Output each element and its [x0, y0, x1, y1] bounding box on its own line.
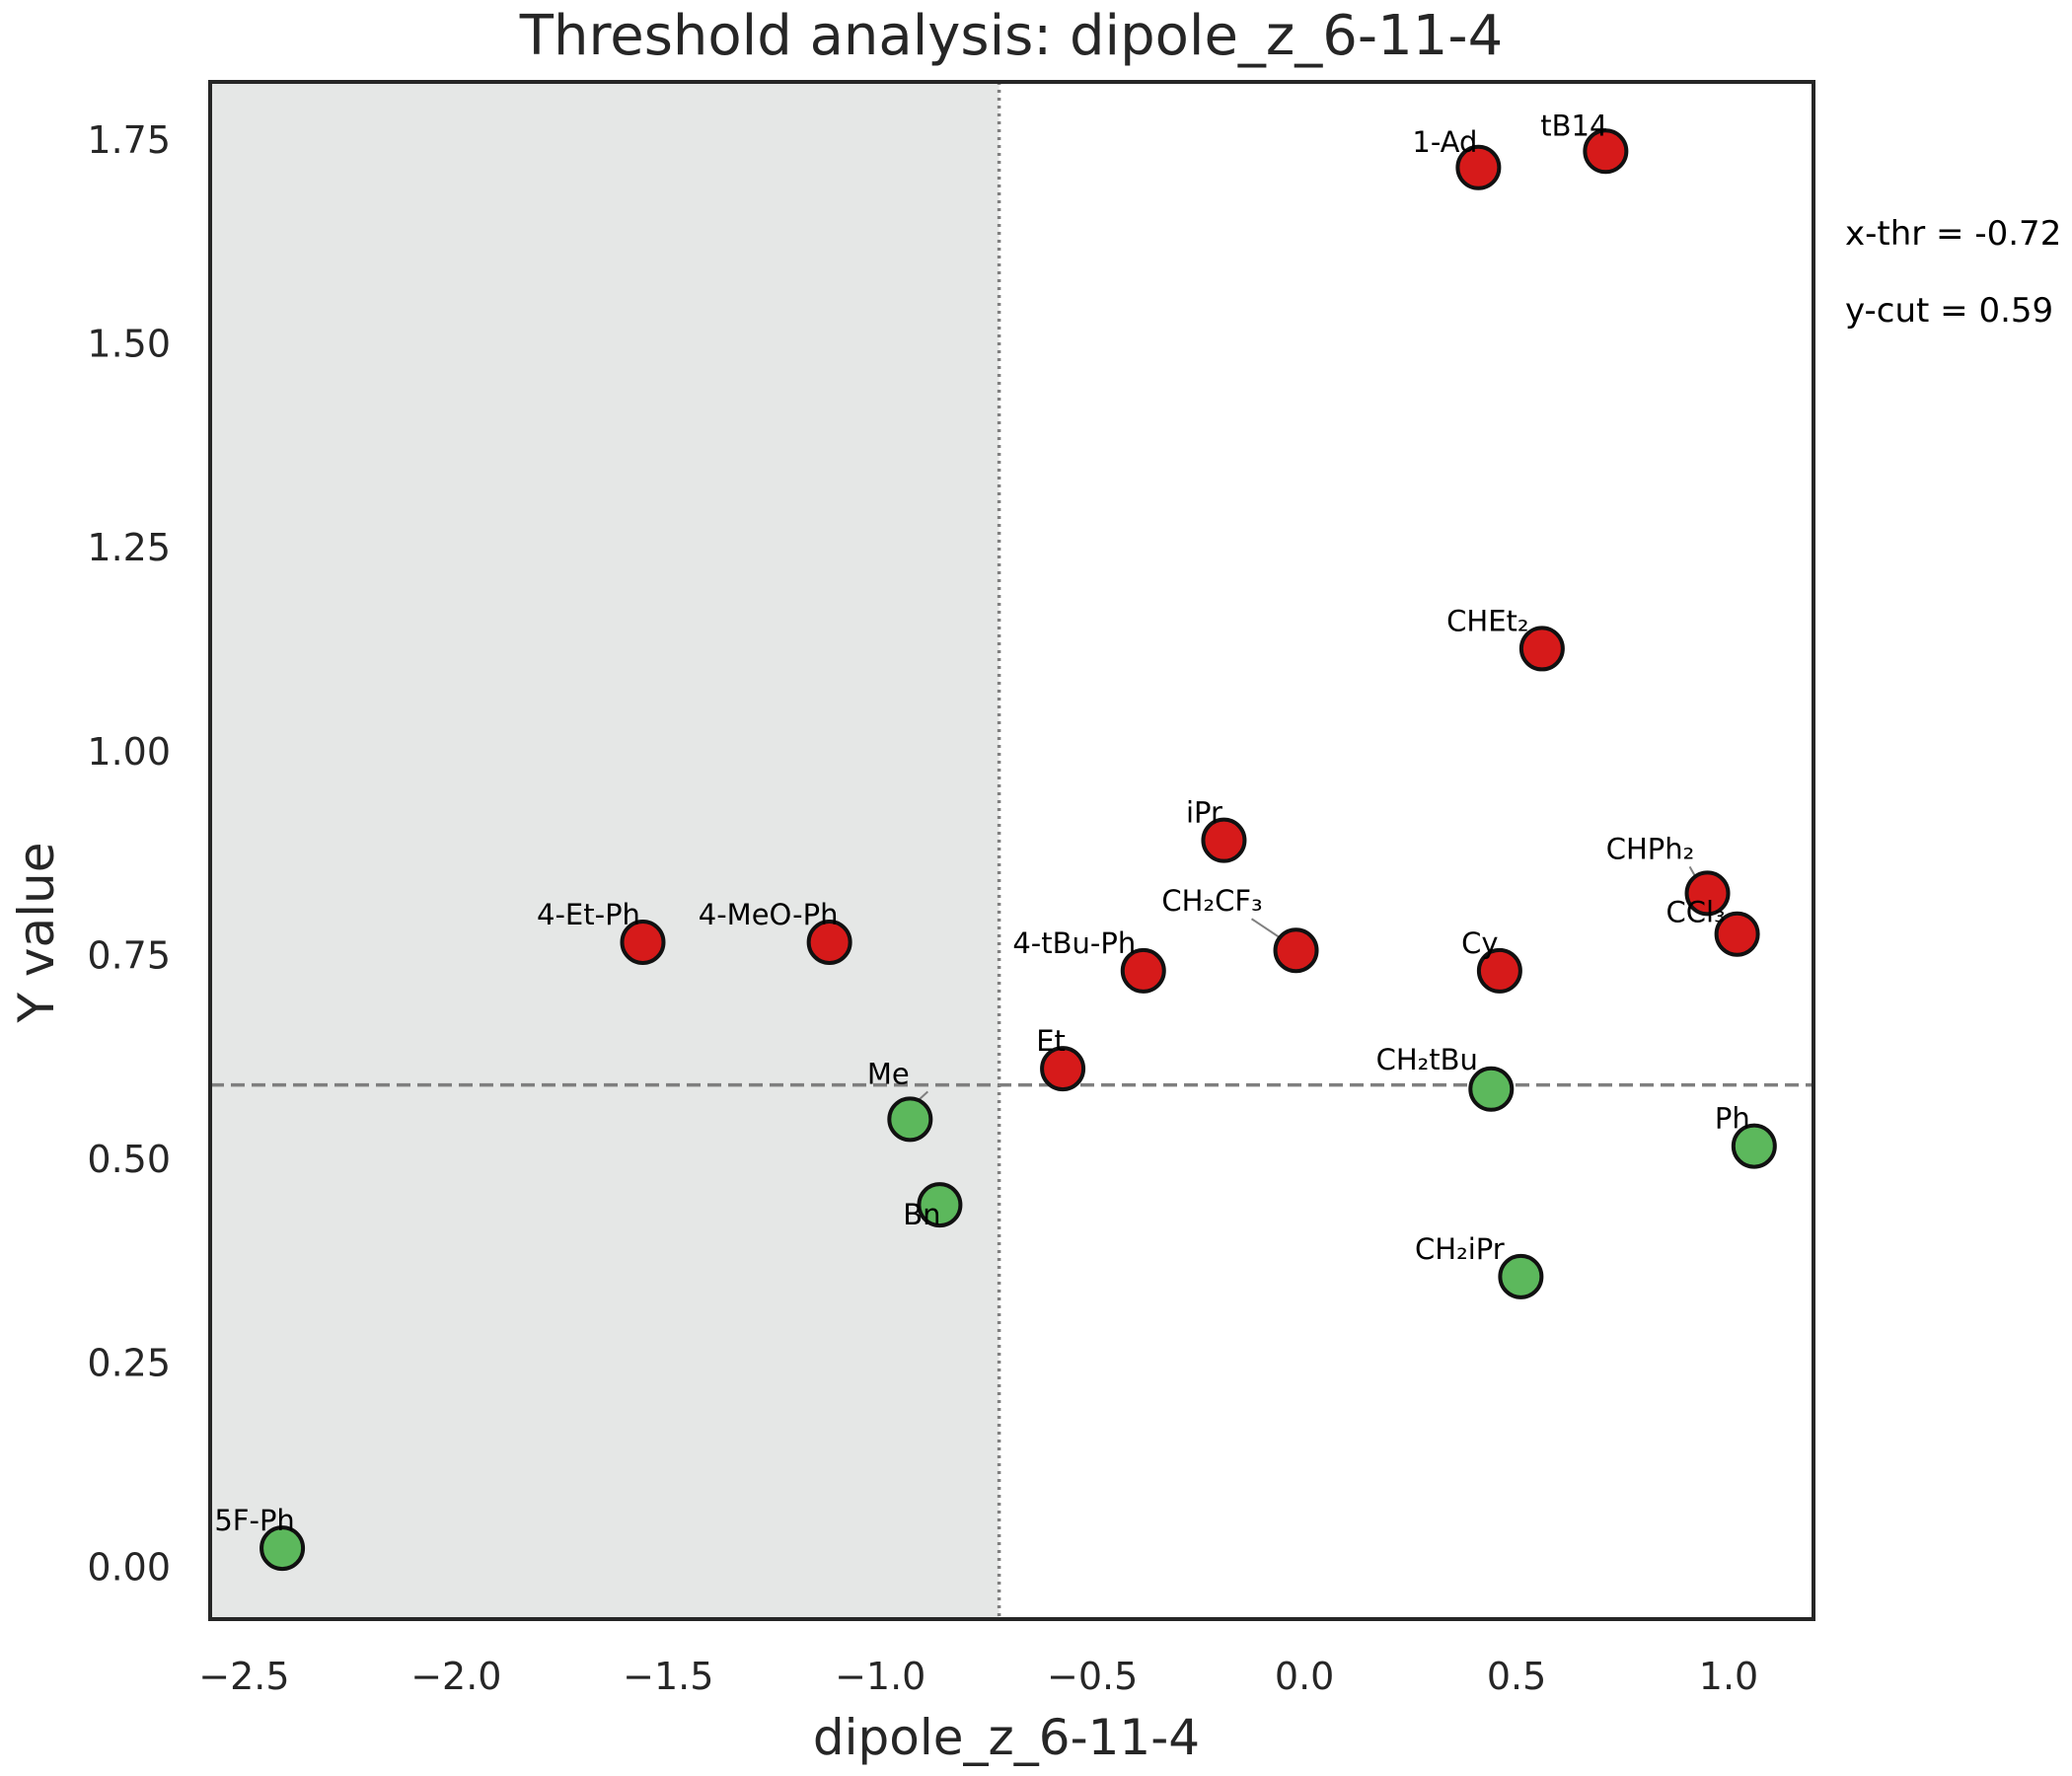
scatter-point-below: [1468, 1066, 1515, 1112]
plot-area: 1-Ad tB14 CHEt₂ iPr CHPh₂ CCl₃ 4-Et-Ph 4-MeO-Ph…: [210, 82, 1813, 1619]
x-tick-label: 1.0: [1699, 1655, 1758, 1698]
x-axis-ticks: −2.5 −2.0 −1.5 −1.0 −0.5 0.0 0.5 1.0: [198, 1655, 1758, 1698]
point-label: iPr: [1186, 796, 1222, 830]
point-label: Ph: [1715, 1102, 1750, 1136]
point-label: 4-MeO-Ph: [699, 898, 839, 931]
y-tick-label: 1.00: [87, 730, 171, 774]
scatter-point-above: [1476, 947, 1522, 994]
scatter-point-above: [1120, 947, 1166, 994]
y-axis-label: Y value: [8, 842, 65, 1023]
point-label: 4-Et-Ph: [537, 898, 640, 931]
point-label: 1-Ad: [1412, 125, 1477, 159]
plot-frame: [208, 80, 1815, 1621]
point-label: CH₂tBu: [1376, 1043, 1478, 1076]
point-label: Me: [867, 1057, 910, 1090]
scatter-point-above: [1455, 144, 1502, 190]
scatter-point-below: [1498, 1253, 1544, 1299]
x-tick-label: 0.5: [1487, 1655, 1546, 1698]
point-label: CHEt₂: [1446, 604, 1528, 637]
scatter-point-above: [1684, 870, 1731, 917]
x-threshold-annotation: x-thr = -0.72: [1845, 214, 2061, 254]
scatter-point-below: [1731, 1123, 1777, 1169]
y-tick-label: 0.00: [87, 1545, 171, 1589]
y-tick-label: 1.75: [87, 118, 171, 162]
point-label: Bn: [903, 1198, 940, 1231]
scatter-point-above: [1583, 128, 1629, 175]
point-label: CCl₃: [1666, 896, 1726, 929]
point-label: 5F-Ph: [214, 1504, 294, 1537]
scatter-point-above: [1273, 927, 1319, 974]
scatter-point-above: [1040, 1046, 1086, 1092]
scatter-point-above: [806, 919, 852, 965]
x-axis-label: dipole_z_6-11-4: [813, 1709, 1200, 1766]
x-tick-label: −1.5: [623, 1655, 713, 1698]
x-tick-label: −2.5: [198, 1655, 289, 1698]
x-tick-label: −2.0: [410, 1655, 501, 1698]
scatter-point-above: [1714, 911, 1760, 957]
point-label: CHPh₂: [1606, 832, 1695, 865]
scatter-point-above: [1201, 817, 1247, 863]
scatter-point-below: [259, 1525, 306, 1572]
y-tick-label: 0.75: [87, 933, 171, 977]
scatter-point-above: [620, 919, 666, 965]
y-tick-label: 0.50: [87, 1138, 171, 1181]
chart-title: Threshold analysis: dipole_z_6-11-4: [519, 4, 1503, 68]
scatter-point-above: [1518, 626, 1565, 672]
x-tick-label: −1.0: [835, 1655, 925, 1698]
y-tick-label: 1.25: [87, 526, 171, 569]
scatter-point-below: [917, 1182, 963, 1228]
y-tick-label: 1.50: [87, 322, 171, 365]
point-label: tB14: [1540, 109, 1607, 142]
scatter-point-below: [887, 1096, 933, 1143]
point-label: 4-tBu-Ph: [1012, 926, 1136, 960]
y-tick-label: 0.25: [87, 1342, 171, 1385]
point-label: CH₂iPr: [1415, 1232, 1505, 1266]
point-label: Et: [1036, 1024, 1066, 1058]
shaded-region: [210, 82, 999, 1619]
point-label: Cy: [1461, 926, 1498, 960]
x-tick-label: 0.0: [1275, 1655, 1334, 1698]
x-tick-label: −0.5: [1047, 1655, 1138, 1698]
y-cut-annotation: y-cut = 0.59: [1845, 291, 2053, 331]
y-axis-ticks: 0.00 0.25 0.50 0.75 1.00 1.25 1.50 1.75: [87, 118, 171, 1589]
point-label: CH₂CF₃: [1161, 884, 1262, 918]
